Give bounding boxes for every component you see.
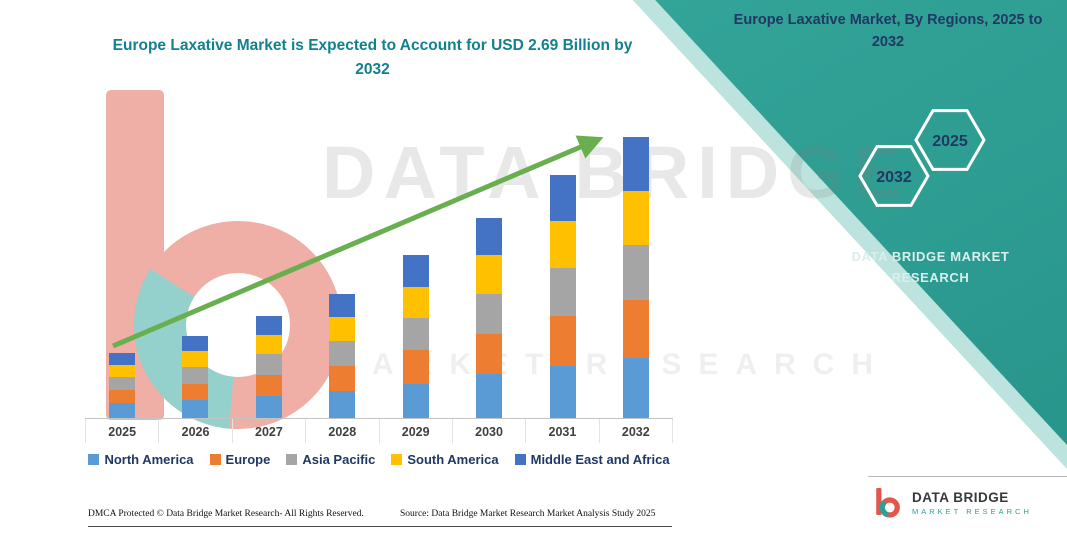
chart-legend: North America Europe Asia Pacific South Ame… bbox=[85, 452, 673, 467]
bar-2026 bbox=[159, 126, 233, 418]
bar-segment bbox=[402, 350, 429, 384]
bar-segment bbox=[623, 357, 650, 418]
legend-label: Europe bbox=[225, 452, 271, 467]
bar-segment bbox=[108, 403, 135, 418]
hexagon-badges: 2032 2025 bbox=[858, 109, 986, 207]
bar-segment bbox=[476, 374, 503, 418]
legend-label: South America bbox=[407, 452, 499, 467]
bar-segment bbox=[476, 293, 503, 334]
x-axis-label: 2031 bbox=[526, 419, 600, 443]
bar-segment bbox=[476, 333, 503, 375]
company-logo: DATA BRIDGE MARKET RESEARCH bbox=[874, 484, 1032, 522]
bar-segment bbox=[623, 300, 650, 358]
bar-segment bbox=[623, 190, 650, 245]
bar-segment bbox=[549, 175, 576, 221]
x-axis-label: 2029 bbox=[380, 419, 453, 443]
bar-segment bbox=[329, 390, 356, 418]
bar-2025 bbox=[85, 126, 159, 418]
legend-swatch bbox=[391, 454, 403, 465]
x-axis-labels: 2025 2026 2027 2028 2029 2030 2031 2032 bbox=[85, 418, 673, 443]
bar-segment bbox=[402, 383, 429, 418]
bar-segment bbox=[108, 377, 135, 390]
legend-swatch bbox=[286, 454, 298, 465]
legend-item: North America bbox=[88, 452, 194, 467]
bar-2031 bbox=[526, 126, 600, 418]
bar-segment bbox=[182, 383, 209, 401]
bar-segment bbox=[402, 255, 429, 287]
bar-segment bbox=[255, 354, 282, 376]
bar-segment bbox=[329, 340, 356, 366]
plot-area bbox=[85, 126, 673, 418]
x-axis-label: 2027 bbox=[233, 419, 307, 443]
bar-segment bbox=[476, 255, 503, 294]
bar-segment bbox=[182, 335, 209, 352]
bar-segment bbox=[182, 400, 209, 418]
legend-swatch bbox=[209, 454, 221, 465]
hexagon-2032-label: 2032 bbox=[876, 169, 912, 186]
x-axis-label: 2030 bbox=[453, 419, 527, 443]
legend-label: Asia Pacific bbox=[302, 452, 376, 467]
bar-segment bbox=[255, 315, 282, 335]
stacked-bar-chart: 2025 2026 2027 2028 2029 2030 2031 2032 North A… bbox=[85, 126, 673, 467]
legend-label: North America bbox=[104, 452, 194, 467]
logo-divider bbox=[868, 476, 1067, 477]
bar-segment bbox=[108, 353, 135, 365]
bar-segment bbox=[476, 217, 503, 256]
bar-segment bbox=[623, 137, 650, 191]
bar-segment bbox=[329, 365, 356, 391]
footer-source-text: Source: Data Bridge Market Research Mark… bbox=[400, 509, 656, 519]
footer-divider bbox=[88, 526, 672, 527]
hexagon-2025-label: 2025 bbox=[932, 133, 968, 150]
x-axis-label: 2026 bbox=[159, 419, 233, 443]
bar-2032 bbox=[600, 126, 674, 418]
legend-item: Europe bbox=[209, 452, 271, 467]
bar-2029 bbox=[379, 126, 453, 418]
legend-label: Middle East and Africa bbox=[530, 452, 670, 467]
bar-segment bbox=[329, 294, 356, 317]
bar-segment bbox=[549, 315, 576, 366]
bar-segment bbox=[549, 365, 576, 418]
legend-item: Middle East and Africa bbox=[514, 452, 670, 467]
bar-segment bbox=[255, 334, 282, 355]
x-axis-label: 2032 bbox=[600, 419, 673, 443]
x-axis-label: 2025 bbox=[85, 419, 160, 443]
legend-swatch bbox=[88, 454, 100, 465]
bar-segment bbox=[255, 396, 282, 418]
x-axis-label: 2028 bbox=[306, 419, 380, 443]
bar-segment bbox=[549, 267, 576, 316]
legend-item: Asia Pacific bbox=[286, 452, 375, 467]
banner-brand-text: DATA BRIDGE MARKET RESEARCH bbox=[851, 249, 1010, 286]
legend-item: South America bbox=[391, 452, 499, 467]
bar-2030 bbox=[453, 126, 527, 418]
banner-title: Europe Laxative Market, By Regions, 2025… bbox=[733, 12, 1043, 50]
chart-title: Europe Laxative Market is Expected to Ac… bbox=[112, 37, 633, 79]
bar-segment bbox=[182, 351, 209, 367]
bar-segment bbox=[329, 316, 356, 341]
bar-segment bbox=[108, 364, 135, 378]
bar-segment bbox=[402, 286, 429, 318]
bar-segment bbox=[182, 366, 209, 384]
logo-company-subtitle: MARKET RESEARCH bbox=[912, 507, 1032, 516]
hexagon-2032 bbox=[858, 145, 930, 207]
bar-segment bbox=[623, 244, 650, 301]
footer-dmca-text: DMCA Protected © Data Bridge Market Rese… bbox=[88, 509, 364, 519]
bar-segment bbox=[108, 389, 135, 404]
logo-company-name: DATA BRIDGE bbox=[912, 490, 1009, 505]
bar-2027 bbox=[232, 126, 306, 418]
bar-2028 bbox=[306, 126, 380, 418]
legend-swatch bbox=[514, 454, 526, 465]
hexagon-2025 bbox=[914, 109, 986, 171]
bar-segment bbox=[402, 317, 429, 351]
databridge-logo-icon bbox=[876, 488, 900, 518]
bar-segment bbox=[255, 375, 282, 397]
bar-segment bbox=[549, 220, 576, 268]
